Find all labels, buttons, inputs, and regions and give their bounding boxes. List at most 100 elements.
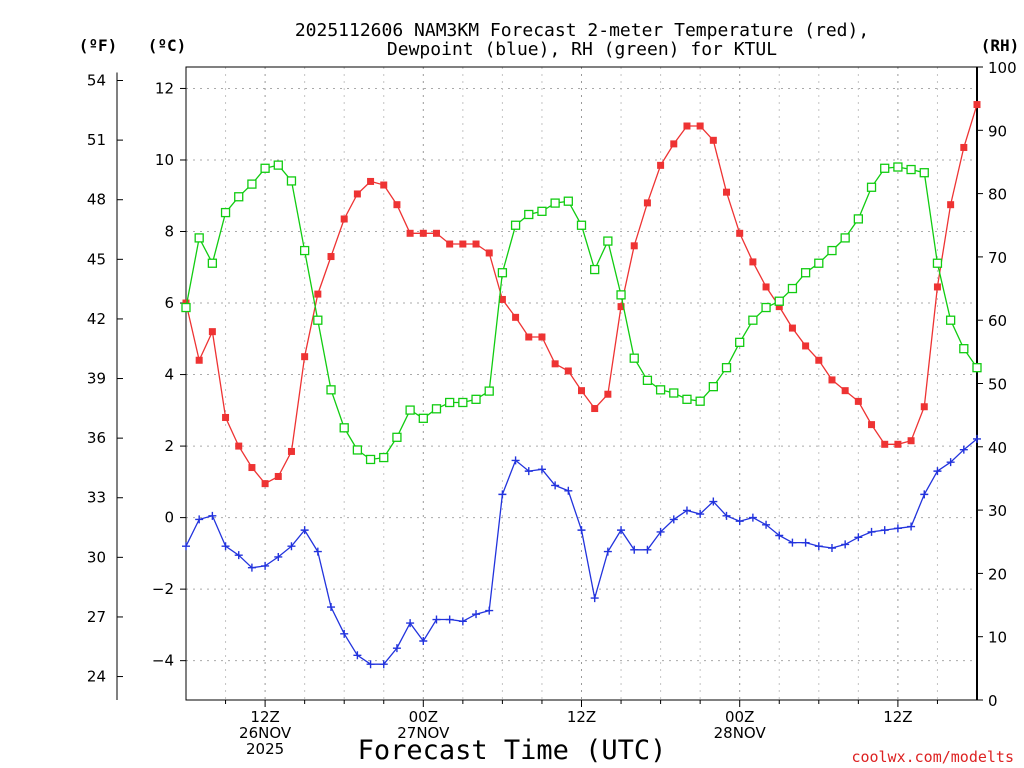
- dewpoint-point: [643, 545, 652, 554]
- x-tick-label: 12Z: [883, 708, 912, 726]
- rh-point: [880, 163, 890, 173]
- rh-point: [827, 245, 837, 256]
- credit-label: coolwx.com/modelts: [851, 748, 1014, 766]
- dewpoint-point: [748, 513, 757, 522]
- 2-meter-temperature-point: [854, 397, 862, 405]
- dewpoint-point: [340, 629, 349, 638]
- dewpoint-point: [564, 486, 573, 495]
- 2-meter-temperature-point: [472, 240, 480, 248]
- rh-point: [524, 209, 534, 220]
- 2-meter-temperature-point: [525, 333, 533, 341]
- rh-point: [365, 454, 376, 465]
- dewpoint-point: [300, 526, 309, 535]
- 2-meter-temperature-point: [314, 290, 322, 298]
- rh-point: [510, 220, 521, 230]
- x-tick-label: 12Z: [567, 708, 596, 726]
- 2-meter-temperature-point: [591, 405, 599, 413]
- dewpoint-point: [722, 511, 731, 520]
- 2-meter-temperature-point: [261, 480, 269, 488]
- x-tick-label: 26NOV: [239, 724, 292, 742]
- dewpoint-point: [946, 458, 955, 467]
- rh-tick-label: 100: [988, 59, 1017, 77]
- 2-meter-temperature-point: [933, 283, 941, 291]
- dewpoint-point: [234, 551, 243, 560]
- 2-meter-temperature-point: [802, 342, 810, 350]
- 2-meter-temperature-point: [749, 258, 757, 266]
- dewpoint-point: [735, 517, 744, 526]
- rh-point: [234, 192, 244, 202]
- rh-point: [392, 432, 402, 442]
- rh-point: [299, 245, 310, 256]
- 2-meter-temperature-point: [208, 328, 216, 336]
- rh-point: [352, 445, 363, 455]
- rh-point: [959, 344, 969, 354]
- dewpoint-point: [880, 526, 889, 535]
- 2-meter-temperature-point: [367, 177, 375, 185]
- celsius-tick-label: 0: [164, 509, 174, 527]
- rh-point: [695, 396, 705, 406]
- 2-meter-temperature-point: [947, 201, 955, 209]
- rh-point: [669, 388, 679, 398]
- dewpoint-point: [709, 497, 718, 506]
- 2-meter-temperature-point: [960, 143, 968, 151]
- 2-meter-temperature-point: [195, 356, 203, 364]
- celsius-tick-label: 12: [155, 79, 174, 97]
- rh-point: [313, 315, 323, 325]
- 2-meter-temperature-point: [512, 313, 520, 321]
- dewpoint-point: [959, 445, 968, 454]
- 2-meter-temperature-point: [696, 122, 704, 130]
- dewpoint-point: [841, 540, 850, 549]
- rh-point: [590, 264, 600, 275]
- rh-point: [563, 196, 573, 206]
- rh-point: [853, 214, 863, 224]
- 2-meter-temperature-point: [973, 101, 981, 109]
- rh-axis-unit: (RH): [981, 36, 1020, 55]
- rh-point: [814, 258, 824, 268]
- rh-point: [774, 296, 784, 306]
- rh-point: [537, 206, 547, 216]
- rh-point: [431, 404, 442, 414]
- 2-meter-temperature-point: [828, 376, 836, 384]
- 2-meter-temperature-point: [643, 199, 651, 207]
- x-tick-label: 00Z: [409, 708, 438, 726]
- 2-meter-temperature-point: [393, 201, 401, 209]
- fahrenheit-tick-label: 51: [87, 131, 106, 149]
- dewpoint-point: [247, 563, 256, 572]
- 2-meter-temperature-series: [182, 101, 981, 488]
- dewpoint-point: [419, 636, 428, 645]
- 2-meter-temperature-point: [380, 181, 388, 189]
- rh-point: [629, 353, 639, 363]
- rh-point: [682, 394, 692, 404]
- rh-point: [932, 258, 943, 268]
- grid-lines: [186, 67, 977, 700]
- dewpoint-point: [261, 561, 270, 570]
- dewpoint-point: [551, 481, 560, 490]
- dewpoint-point: [195, 515, 204, 524]
- dewpoint-point: [327, 603, 336, 612]
- dewpoint-point: [762, 520, 771, 529]
- 2-meter-temperature-point: [841, 387, 849, 395]
- 2-meter-temperature-point: [287, 447, 295, 455]
- fahrenheit-tick-label: 36: [87, 429, 106, 447]
- dewpoint-point: [854, 533, 863, 542]
- fahrenheit-tick-label: 39: [87, 370, 106, 388]
- dewpoint-point: [801, 538, 810, 547]
- celsius-axis-unit: (ºC): [148, 36, 187, 55]
- 2-meter-temperature-point: [419, 229, 427, 237]
- rh-tick-label: 20: [988, 565, 1007, 583]
- 2-meter-temperature-point: [907, 437, 915, 445]
- x-tick-label: 00Z: [725, 708, 754, 726]
- rh-tick-label: 0: [988, 692, 998, 710]
- rh-point: [405, 405, 415, 415]
- dewpoint-point: [669, 515, 678, 524]
- 2-meter-temperature-point: [432, 229, 440, 237]
- dewpoint-point: [696, 510, 705, 519]
- dewpoint-point: [353, 651, 362, 660]
- celsius-tick-label: 10: [155, 151, 174, 169]
- fahrenheit-tick-label: 42: [87, 310, 106, 328]
- rh-point: [800, 268, 811, 278]
- rh-point: [603, 236, 613, 246]
- 2-meter-temperature-point: [551, 360, 559, 368]
- rh-series: [181, 160, 982, 465]
- 2-meter-temperature-point: [446, 240, 454, 248]
